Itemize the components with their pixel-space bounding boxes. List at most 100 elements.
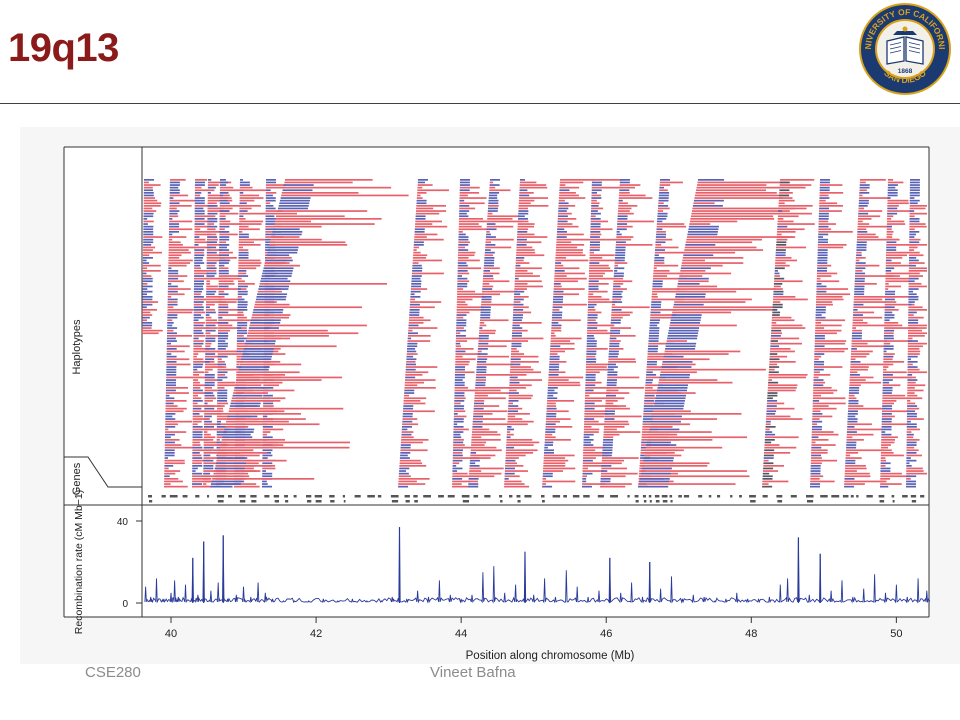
haplotype-bar bbox=[665, 345, 696, 348]
haplotype-bar bbox=[589, 244, 600, 246]
haplotype-bar bbox=[518, 212, 529, 215]
haplotype-bar bbox=[142, 296, 153, 298]
haplotype-bar bbox=[454, 392, 465, 394]
haplotype-bar bbox=[204, 413, 229, 415]
gene-mark bbox=[285, 500, 289, 503]
haplotype-bar bbox=[774, 270, 778, 272]
haplotype-bar bbox=[645, 449, 684, 452]
haplotype-bar bbox=[168, 264, 187, 267]
haplotype-bar bbox=[239, 194, 260, 197]
haplotype-bar bbox=[641, 470, 747, 472]
haplotype-bar bbox=[816, 280, 840, 283]
haplotype-bar bbox=[238, 280, 245, 283]
haplotype-bar bbox=[854, 283, 877, 285]
haplotype-bar bbox=[883, 340, 912, 342]
haplotype-bar bbox=[454, 400, 465, 402]
haplotype-bar bbox=[654, 402, 685, 405]
haplotype-bar bbox=[546, 405, 557, 407]
haplotype-bar bbox=[652, 410, 691, 413]
haplotype-bar bbox=[650, 316, 680, 319]
haplotype-bar bbox=[845, 457, 862, 459]
haplotype-bar bbox=[511, 335, 522, 337]
haplotype-bar bbox=[687, 233, 718, 236]
haplotype-bar bbox=[582, 470, 604, 472]
haplotype-bar bbox=[217, 379, 223, 381]
haplotype-bar bbox=[219, 223, 242, 225]
haplotype-bar bbox=[591, 205, 599, 207]
haplotype-bar bbox=[849, 381, 882, 384]
haplotype-bar bbox=[453, 413, 458, 415]
haplotype-bar bbox=[851, 337, 862, 340]
haplotype-bar bbox=[769, 353, 778, 355]
recombination-rate-line bbox=[144, 527, 931, 604]
haplotype-bar bbox=[194, 184, 205, 186]
haplotype-bar bbox=[259, 283, 387, 285]
haplotype-bar bbox=[694, 197, 783, 199]
haplotype-bar bbox=[165, 400, 187, 402]
haplotype-bar bbox=[204, 384, 215, 387]
haplotype-bar bbox=[169, 189, 180, 192]
haplotype-bar bbox=[850, 355, 867, 358]
haplotype-bar bbox=[773, 296, 796, 298]
haplotype-bar bbox=[459, 186, 480, 189]
haplotype-bar bbox=[514, 285, 543, 288]
haplotype-bar bbox=[237, 374, 273, 376]
haplotype-bar bbox=[484, 254, 494, 257]
haplotype-bar bbox=[655, 244, 662, 246]
haplotype-bar bbox=[477, 348, 488, 350]
haplotype-bar bbox=[256, 296, 287, 298]
haplotype-bar bbox=[453, 446, 472, 449]
haplotype-bar bbox=[204, 389, 218, 392]
haplotype-bar bbox=[237, 327, 242, 329]
haplotype-bar bbox=[255, 298, 286, 301]
haplotype-bar bbox=[263, 392, 268, 394]
haplotype-bar bbox=[478, 337, 489, 340]
haplotype-bar bbox=[814, 358, 819, 361]
haplotype-bar bbox=[591, 210, 598, 212]
haplotype-bar bbox=[516, 244, 527, 246]
haplotype-bar bbox=[169, 192, 180, 194]
haplotype-bar bbox=[559, 194, 579, 197]
gene-mark bbox=[500, 500, 503, 503]
haplotype-bar bbox=[169, 186, 179, 189]
haplotype-bar bbox=[217, 394, 228, 397]
haplotype-bar bbox=[848, 402, 859, 405]
haplotype-bar bbox=[267, 251, 298, 254]
haplotype-bar bbox=[218, 267, 229, 270]
haplotype-bar bbox=[549, 355, 560, 358]
haplotype-bar bbox=[458, 225, 482, 228]
haplotype-bar bbox=[253, 309, 284, 311]
haplotype-bar bbox=[216, 459, 287, 462]
haplotype-bar bbox=[588, 298, 610, 301]
haplotype-bar bbox=[192, 420, 202, 423]
haplotype-bar bbox=[456, 298, 473, 301]
haplotype-bar bbox=[609, 335, 636, 337]
haplotype-bar bbox=[654, 251, 686, 254]
haplotype-bar bbox=[516, 238, 527, 241]
haplotype-bar bbox=[817, 259, 828, 262]
haplotype-bar bbox=[205, 329, 216, 332]
haplotype-bar bbox=[644, 400, 655, 402]
haplotype-bar bbox=[237, 314, 242, 316]
haplotype-bar bbox=[240, 361, 281, 363]
haplotype-bar bbox=[908, 280, 915, 283]
haplotype-bar bbox=[217, 348, 226, 350]
haplotype-bar bbox=[810, 483, 821, 485]
haplotype-bar bbox=[488, 207, 498, 210]
haplotype-bar bbox=[693, 199, 724, 202]
haplotype-bar bbox=[682, 259, 705, 262]
haplotype-bar bbox=[489, 186, 496, 189]
haplotype-bar bbox=[194, 270, 207, 272]
haplotype-cluster bbox=[142, 179, 163, 335]
haplotype-bar bbox=[815, 324, 842, 327]
haplotype-bar bbox=[205, 311, 216, 314]
haplotype-bar bbox=[204, 420, 212, 423]
haplotype-bar bbox=[143, 207, 153, 210]
haplotype-bar bbox=[453, 439, 464, 441]
haplotype-bar bbox=[589, 259, 621, 262]
haplotype-bar bbox=[194, 275, 205, 277]
haplotype-bar bbox=[456, 327, 464, 329]
haplotype-bar bbox=[602, 452, 613, 454]
haplotype-bar bbox=[166, 374, 177, 376]
haplotype-bar bbox=[192, 480, 214, 483]
